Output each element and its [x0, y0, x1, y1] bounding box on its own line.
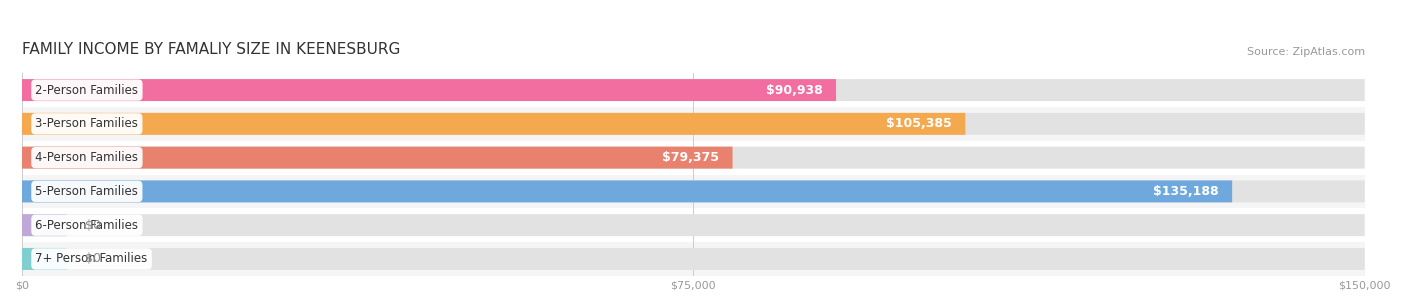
FancyBboxPatch shape [22, 181, 1232, 203]
Bar [22, 141, 1365, 174]
FancyBboxPatch shape [22, 248, 66, 270]
Bar [22, 242, 1365, 276]
Text: $90,938: $90,938 [766, 84, 823, 97]
FancyBboxPatch shape [22, 113, 966, 135]
Text: 3-Person Families: 3-Person Families [35, 117, 138, 130]
Text: $0: $0 [84, 219, 101, 232]
Text: FAMILY INCOME BY FAMALIY SIZE IN KEENESBURG: FAMILY INCOME BY FAMALIY SIZE IN KEENESB… [22, 42, 401, 57]
Bar [22, 208, 1365, 242]
Bar [22, 73, 1365, 107]
FancyBboxPatch shape [22, 113, 1365, 135]
Text: 4-Person Families: 4-Person Families [35, 151, 138, 164]
Text: $79,375: $79,375 [662, 151, 718, 164]
Text: Source: ZipAtlas.com: Source: ZipAtlas.com [1247, 47, 1365, 57]
Text: $105,385: $105,385 [886, 117, 952, 130]
FancyBboxPatch shape [22, 248, 1365, 270]
Text: 6-Person Families: 6-Person Families [35, 219, 138, 232]
FancyBboxPatch shape [22, 147, 733, 169]
Text: 7+ Person Families: 7+ Person Families [35, 253, 148, 265]
FancyBboxPatch shape [22, 214, 1365, 236]
FancyBboxPatch shape [22, 147, 1365, 169]
FancyBboxPatch shape [22, 181, 1365, 203]
FancyBboxPatch shape [22, 214, 66, 236]
Bar [22, 174, 1365, 208]
FancyBboxPatch shape [22, 79, 837, 101]
FancyBboxPatch shape [22, 79, 1365, 101]
Text: 5-Person Families: 5-Person Families [35, 185, 138, 198]
Text: $135,188: $135,188 [1153, 185, 1219, 198]
Bar [22, 107, 1365, 141]
Text: $0: $0 [84, 253, 101, 265]
Text: 2-Person Families: 2-Person Families [35, 84, 138, 97]
